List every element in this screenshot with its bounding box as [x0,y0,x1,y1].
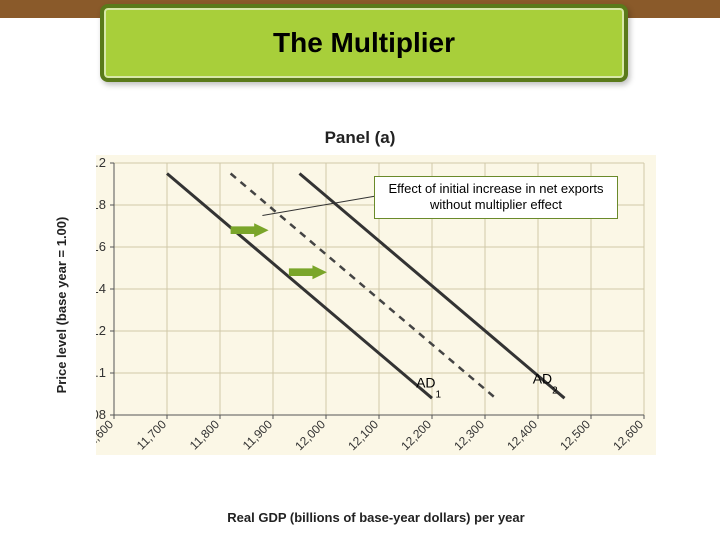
svg-text:12,600: 12,600 [610,417,646,453]
callout-box: Effect of initial increase in net export… [374,176,618,219]
svg-text:12,100: 12,100 [345,417,381,453]
svg-text:12,500: 12,500 [557,417,593,453]
x-axis-label: Real GDP (billions of base-year dollars)… [96,510,656,525]
svg-text:1.12: 1.12 [96,323,106,338]
svg-text:1.2: 1.2 [96,155,106,170]
svg-text:11,700: 11,700 [134,417,169,452]
svg-text:12,300: 12,300 [451,417,487,453]
y-axis-label: Price level (base year = 1.00) [54,155,69,455]
svg-text:11,600: 11,600 [96,417,116,452]
svg-text:AD2: AD2 [533,371,558,397]
svg-text:1.14: 1.14 [96,281,106,296]
svg-text:1.18: 1.18 [96,197,106,212]
svg-text:1.16: 1.16 [96,239,106,254]
svg-text:11,800: 11,800 [187,417,222,452]
slide-title: The Multiplier [100,4,628,82]
panel-title: Panel (a) [0,128,720,148]
svg-text:12,400: 12,400 [504,417,540,453]
svg-text:11,900: 11,900 [240,417,275,452]
svg-text:12,200: 12,200 [398,417,434,453]
svg-text:12,000: 12,000 [292,417,328,453]
svg-text:1.1: 1.1 [96,365,106,380]
